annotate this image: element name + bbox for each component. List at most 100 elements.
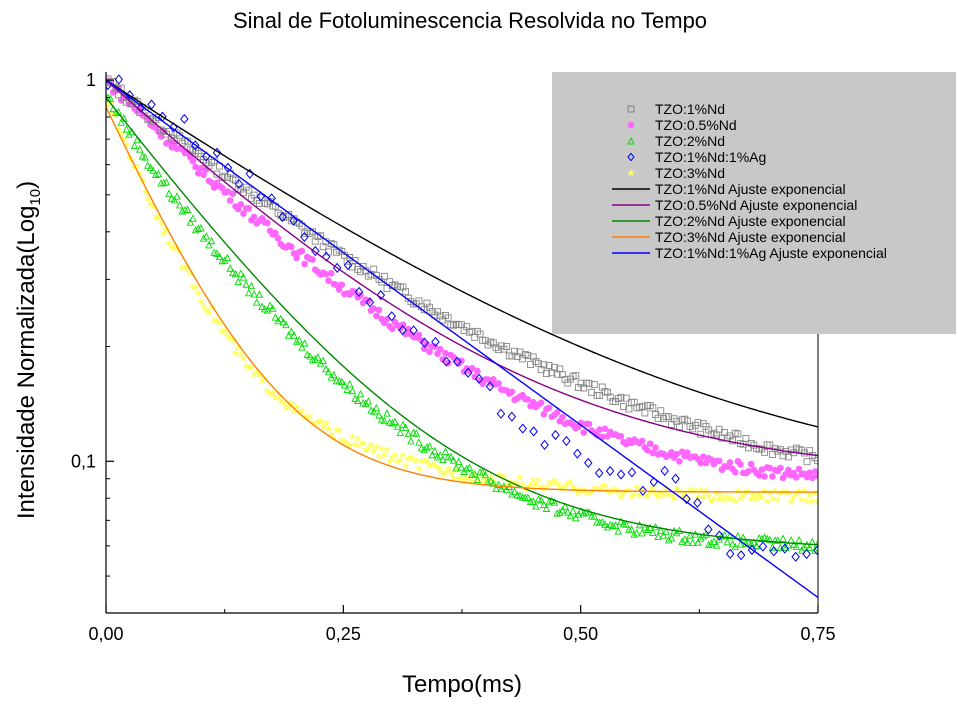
data-point	[553, 479, 562, 487]
data-point	[426, 348, 433, 356]
data-point	[551, 429, 560, 441]
data-point	[242, 280, 250, 288]
chart-title: Sinal de Fotoluminescencia Resolvida no …	[233, 8, 707, 33]
data-point	[616, 469, 626, 480]
data-point	[785, 466, 792, 474]
data-point	[497, 484, 506, 493]
data-point	[478, 468, 487, 476]
data-point	[797, 495, 806, 504]
data-point	[207, 236, 216, 245]
data-point	[404, 429, 412, 438]
data-point	[321, 418, 330, 427]
data-point	[808, 497, 817, 505]
data-point	[234, 277, 242, 286]
data-point	[414, 464, 423, 473]
data-point	[682, 493, 691, 505]
data-point	[149, 166, 157, 174]
data-point	[189, 157, 197, 165]
data-point	[253, 298, 261, 306]
data-point	[715, 530, 724, 541]
data-point	[258, 302, 266, 310]
data-point	[351, 440, 360, 449]
data-point	[739, 533, 747, 541]
legend-label: TZO:1%Nd:1%Ag	[655, 149, 766, 165]
data-point	[507, 411, 517, 422]
data-point	[268, 304, 277, 312]
data-point	[316, 417, 325, 425]
data-point	[481, 470, 490, 479]
data-point	[463, 367, 473, 378]
data-point	[524, 352, 532, 359]
fit-line-tzo-0-5-nd-ajuste-exponencial	[106, 79, 818, 457]
data-point	[594, 467, 604, 479]
data-point	[556, 508, 564, 516]
data-point	[389, 325, 396, 333]
data-point	[266, 301, 274, 309]
data-point	[186, 218, 195, 226]
data-point	[196, 296, 205, 305]
data-point	[309, 256, 316, 263]
data-point	[178, 207, 187, 215]
data-point	[401, 423, 410, 431]
y-axis-label-close: )	[13, 181, 40, 189]
data-point	[752, 541, 761, 550]
data-point	[373, 312, 380, 320]
data-point	[694, 538, 702, 546]
data-point	[795, 535, 803, 544]
data-point	[736, 550, 746, 561]
data-point	[660, 465, 669, 476]
data-point	[537, 399, 545, 407]
data-point	[255, 290, 264, 298]
data-point	[601, 520, 609, 528]
data-point	[240, 210, 247, 217]
data-point	[383, 445, 391, 454]
data-point	[351, 256, 359, 264]
data-point	[614, 527, 622, 535]
data-point	[761, 473, 768, 480]
data-point	[207, 303, 216, 312]
data-point	[436, 345, 444, 353]
y-tick-label: 1	[86, 70, 96, 90]
data-point	[531, 480, 540, 488]
data-point	[353, 434, 362, 442]
data-point	[793, 474, 800, 481]
data-point	[761, 448, 768, 456]
x-tick-label: 0,50	[563, 624, 598, 644]
data-point	[779, 534, 787, 542]
data-point	[577, 506, 585, 515]
legend-marker	[627, 168, 635, 177]
data-point	[805, 490, 814, 499]
data-point	[295, 335, 304, 344]
data-point	[159, 229, 168, 237]
data-point	[449, 456, 458, 464]
data-point	[409, 325, 418, 336]
data-point	[324, 424, 333, 433]
data-point	[510, 487, 519, 496]
data-point	[550, 498, 559, 506]
data-point	[733, 486, 742, 495]
data-point	[725, 548, 735, 559]
data-point	[524, 493, 532, 501]
data-point	[789, 540, 798, 549]
data-point	[365, 297, 375, 308]
data-point	[562, 435, 571, 447]
data-point	[146, 163, 155, 172]
data-point	[559, 413, 566, 421]
data-point	[550, 476, 559, 484]
legend-item-tzo-2-nd-ajuste-exponencial: TZO:2%Nd Ajuste exponencial	[612, 213, 846, 229]
data-point	[596, 391, 604, 399]
data-point	[769, 546, 779, 557]
data-point	[356, 389, 365, 398]
data-point	[335, 426, 344, 434]
data-point	[191, 282, 200, 290]
data-point	[768, 494, 777, 503]
data-point	[463, 464, 471, 473]
data-point	[322, 270, 330, 278]
fit-line-tzo-1-nd-ajuste-exponencial	[106, 79, 818, 428]
data-point	[289, 215, 298, 226]
data-point	[665, 413, 673, 421]
data-point	[516, 348, 524, 356]
data-point	[662, 527, 670, 535]
data-point	[752, 494, 761, 503]
data-point	[183, 205, 192, 213]
